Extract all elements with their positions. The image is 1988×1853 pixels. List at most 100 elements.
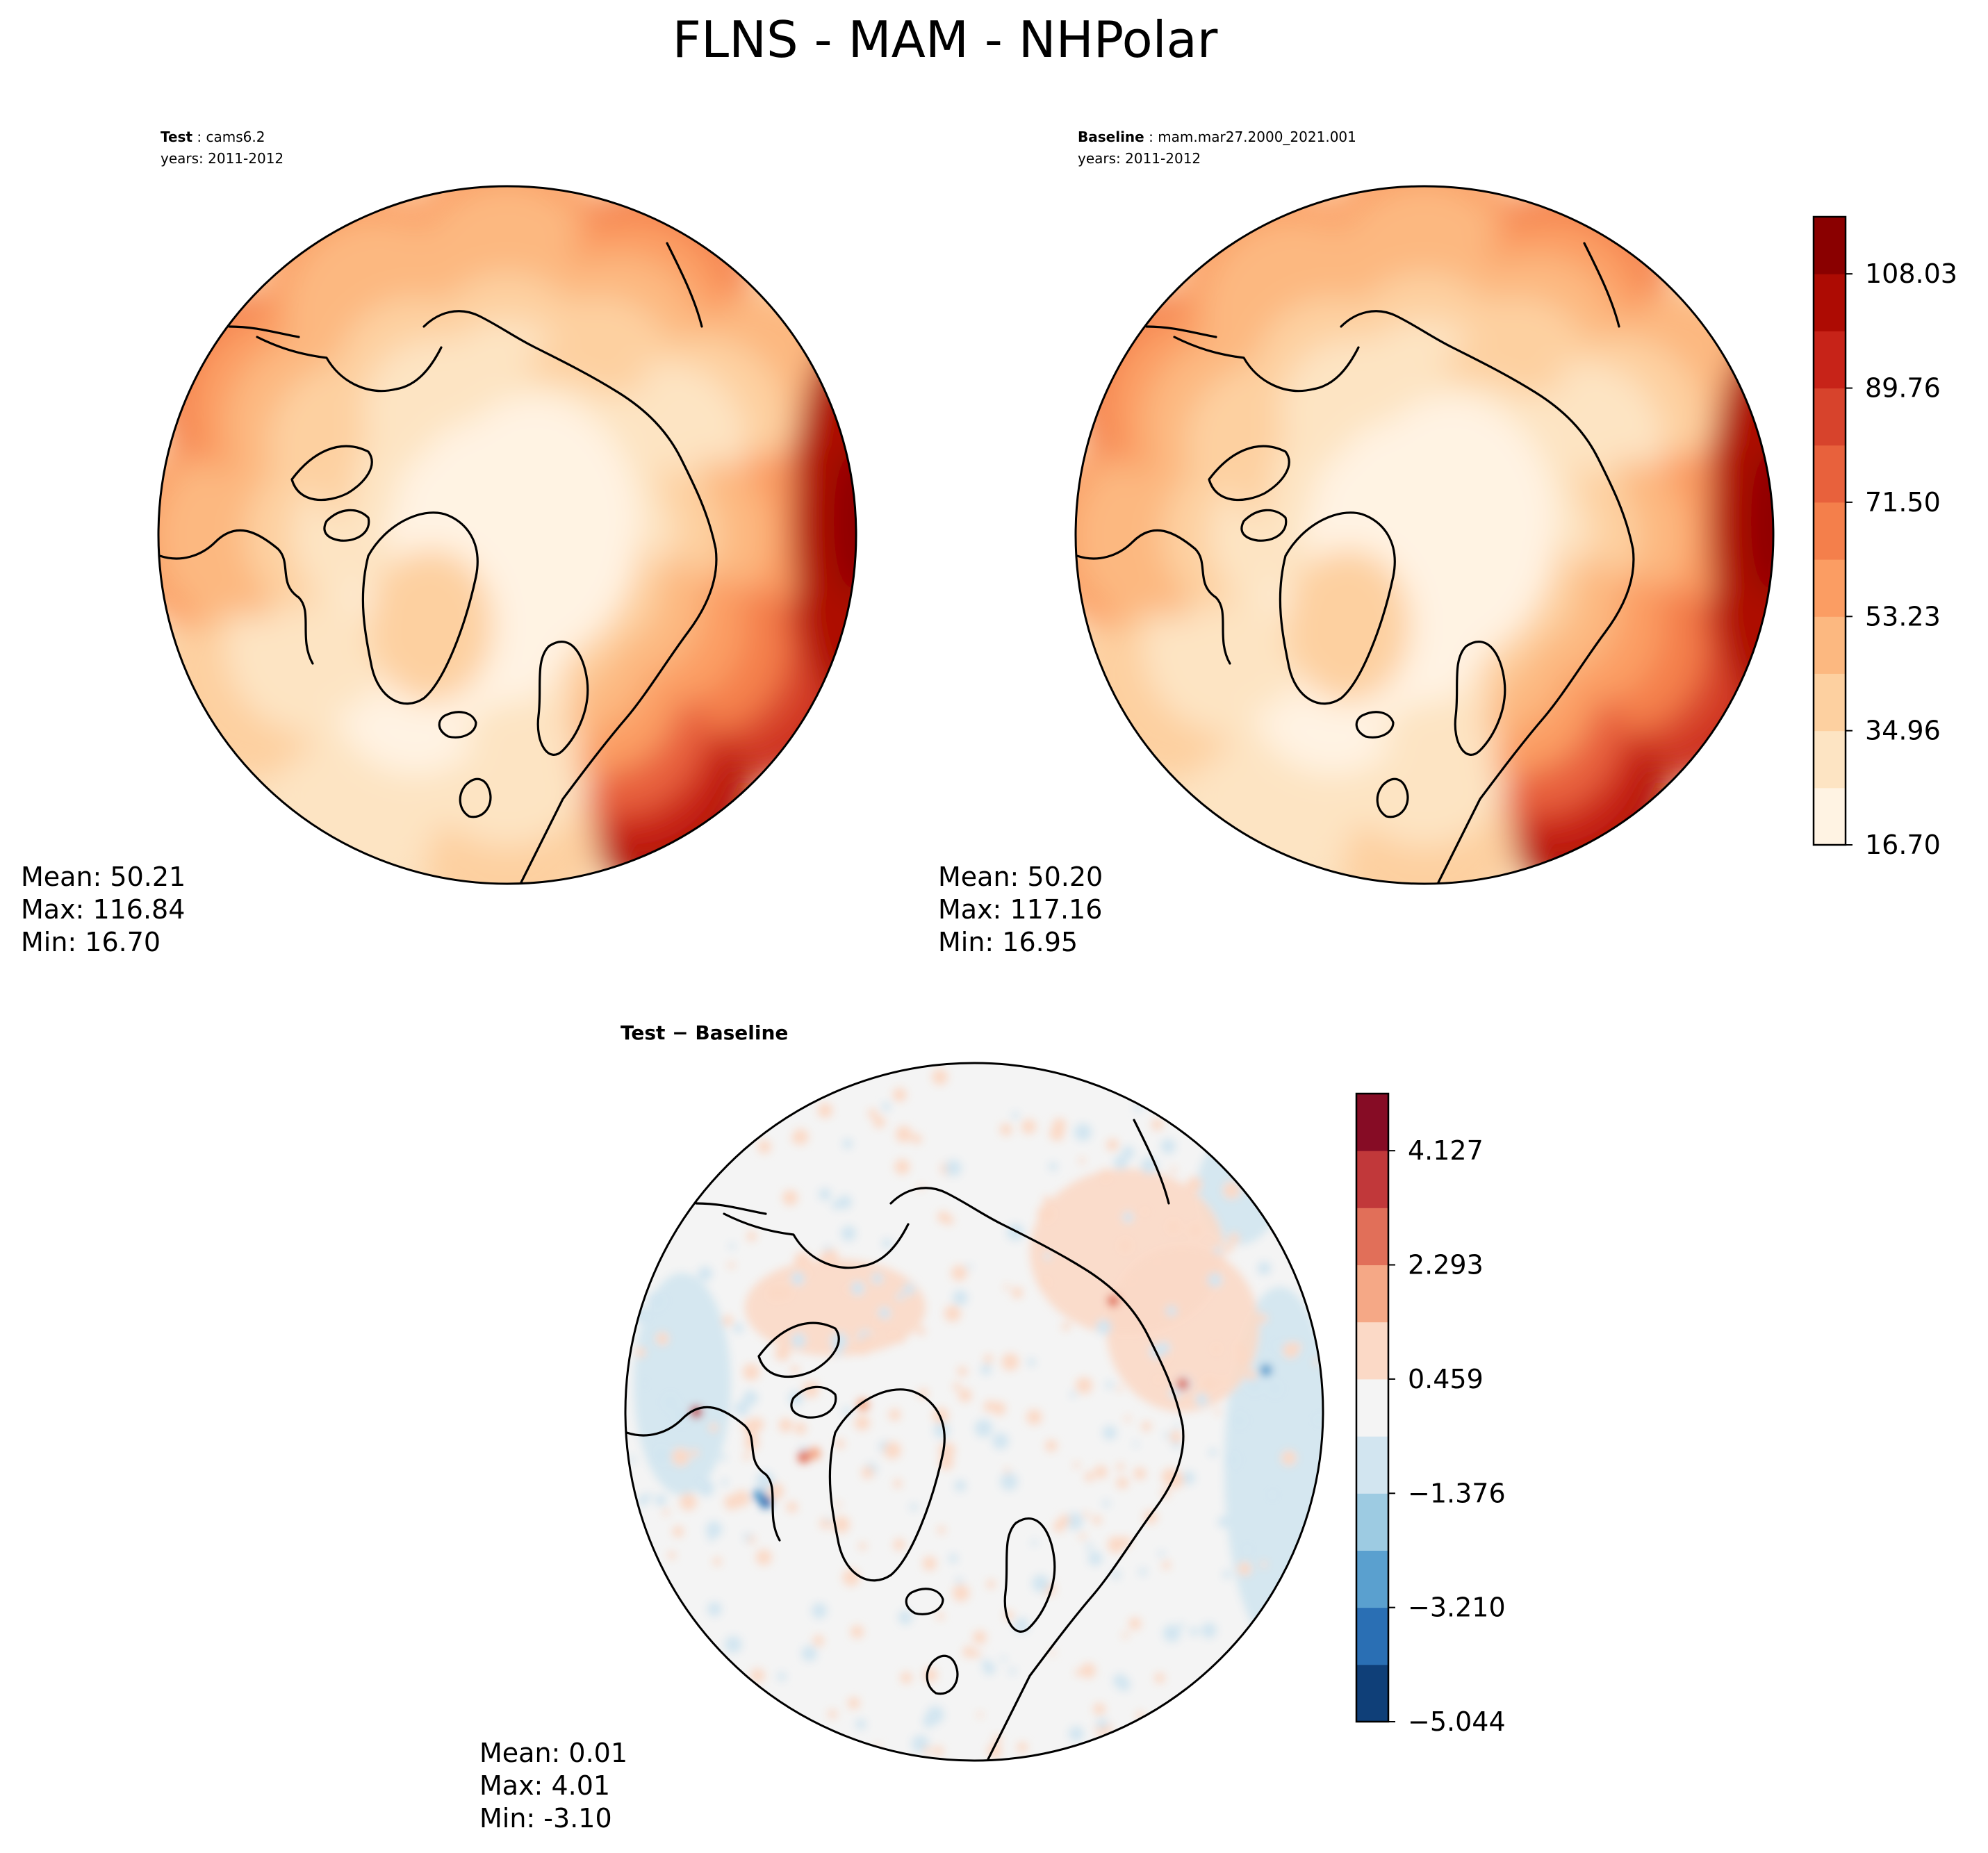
field-patch (892, 1087, 907, 1102)
colorbar-segment (1814, 331, 1846, 389)
field-patch (1113, 1155, 1128, 1170)
diff-field (628, 1069, 1323, 1759)
coastline (1454, 641, 1506, 756)
field-patch (1224, 1244, 1233, 1253)
field-patch (705, 1521, 723, 1538)
diff-colorbar: −5.044 −3.210 −1.376 0.459 2.293 4.127 (1355, 1092, 1506, 1737)
field-patch (668, 1551, 676, 1560)
field-patch (1044, 1252, 1051, 1260)
field-patch (1269, 1491, 1276, 1499)
field-patch (746, 1231, 757, 1242)
field-patch (1001, 1353, 1019, 1371)
field-patch (923, 1667, 938, 1683)
field-patch (672, 1526, 684, 1538)
field-patch (1096, 1319, 1112, 1335)
field-patch (709, 1423, 718, 1432)
baseline-panel-title: Baseline : mam.mar27.2000_2021.001 (1078, 129, 1356, 145)
diff-mean: Mean: 0.01 (479, 1738, 627, 1768)
field-patch (898, 1610, 913, 1625)
field-patch (766, 1283, 784, 1302)
field-patch (673, 1408, 691, 1425)
field-patch (868, 1108, 878, 1119)
coastline (889, 1187, 1185, 1761)
field-patch (719, 1453, 727, 1461)
field-patch (980, 1364, 992, 1375)
field-patch (1094, 1465, 1108, 1479)
field-patch (1122, 1146, 1135, 1160)
colorbar-segment (1814, 445, 1846, 503)
coastline (1355, 711, 1395, 739)
field-patch (637, 1494, 648, 1506)
field-patch (1006, 1224, 1024, 1241)
field-patch (893, 1538, 905, 1551)
field-patch (790, 1365, 799, 1374)
field-patch (1116, 1476, 1128, 1489)
field-patch (724, 1636, 742, 1654)
field-patch (698, 1266, 713, 1281)
field-patch (801, 1645, 818, 1662)
field-patch (882, 1238, 892, 1249)
field-patch (896, 1292, 904, 1301)
field-patch (646, 1492, 652, 1499)
field-patch (1177, 1245, 1185, 1253)
field-patch (1116, 1385, 1123, 1392)
coastline (1208, 445, 1290, 502)
test-years: years: 2011-2012 (161, 150, 284, 167)
field-patch (1178, 1622, 1185, 1629)
field-patch (1228, 1233, 1240, 1244)
colorbar-tick-label: 71.50 (1865, 487, 1941, 518)
field-patch (883, 1442, 901, 1459)
field-patch (912, 1134, 922, 1144)
field-patch (873, 1317, 882, 1326)
field-patch (985, 1400, 995, 1410)
field-patch (1217, 1516, 1229, 1528)
field-patch (713, 1557, 722, 1566)
field-patch (1281, 1450, 1297, 1466)
coastline (290, 445, 373, 502)
field-patch (1106, 1139, 1119, 1151)
field-patch (832, 1515, 850, 1533)
field-patch (808, 1447, 821, 1460)
field-patch (951, 1265, 967, 1281)
field-patch (983, 1662, 996, 1675)
field-patch (1021, 1119, 1037, 1135)
field-patch (1107, 1536, 1125, 1554)
test-field (158, 186, 856, 884)
field-patch (757, 1139, 771, 1154)
colorbar-segment (1814, 274, 1846, 331)
field-patch (1139, 1567, 1147, 1576)
field-patch (1186, 1176, 1202, 1192)
colorbar-segment (1814, 388, 1846, 446)
field-patch (634, 1273, 731, 1495)
coastline (158, 336, 443, 665)
field-patch (932, 1069, 948, 1085)
field-patch (1102, 1499, 1110, 1508)
field-patch (1117, 1237, 1133, 1254)
colorbar-tick-label: 16.70 (1865, 830, 1941, 860)
figure-title: FLNS - MAM - NHPolar (673, 10, 1218, 69)
field-patch (889, 1332, 899, 1342)
test-label: Test (161, 129, 192, 145)
diff-map-boundary (624, 1062, 1324, 1762)
field-patch (707, 1601, 722, 1617)
coastline (536, 641, 589, 756)
field-patch (1235, 1349, 1251, 1365)
field-patch (992, 1433, 1009, 1450)
field-patch (742, 1390, 758, 1406)
field-patch (1195, 1393, 1208, 1406)
field-patch (1107, 1294, 1119, 1307)
field-patch (1079, 1533, 1086, 1540)
field-patch (1233, 1342, 1244, 1352)
field-patch (1069, 1391, 1077, 1398)
colorbar-tick-label: −3.210 (1408, 1592, 1506, 1623)
field-patch (1012, 1112, 1019, 1119)
field-patch (1154, 1672, 1165, 1683)
field-patch (898, 1336, 905, 1344)
field-patch (1170, 1167, 1177, 1173)
field-patch (1244, 1546, 1251, 1553)
coastline (228, 242, 703, 338)
field-patch (910, 1503, 918, 1511)
field-patch (1122, 1212, 1134, 1223)
test-panel-title: Test : cams6.2 (161, 129, 265, 145)
